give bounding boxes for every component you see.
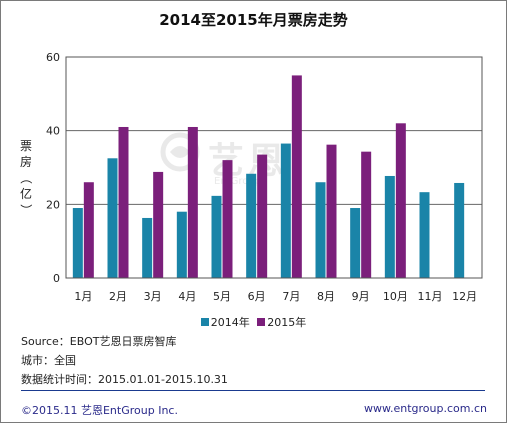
bar-2014-7 [280,143,291,278]
x-tick-label: 12月 [452,290,477,303]
x-tick-label: 10月 [383,290,408,303]
bar-2014-10 [384,175,395,278]
y-tick-label: 60 [46,51,60,64]
legend-item-2015: 2015年 [257,314,306,330]
plot-area [65,56,483,279]
bar-2015-7 [291,75,302,279]
bar-2015-6 [257,154,268,278]
bar-2015-4 [187,126,198,278]
x-tick-label: 7月 [282,290,300,303]
chart-title: 2014至2015年月票房走势 [159,11,348,29]
legend-label-2014: 2014年 [210,316,250,329]
bar-2015-1 [83,182,94,278]
bar-2015-3 [153,171,164,278]
grid-lines [66,130,482,205]
footer-website: www.entgroup.com.cn [364,402,487,415]
bar-2015-10 [395,123,406,278]
period-note: 数据统计时间：2015.01.01-2015.10.31 [21,373,228,386]
legend-swatch-2015 [257,318,266,326]
axes [65,56,483,279]
y-tick-label: 0 [53,272,60,285]
bar-2015-9 [361,151,372,278]
footer-copyright: ©2015.11 艺恩EntGroup Inc. [21,404,178,417]
y-axis-label-char: 房 [20,154,32,169]
y-tick-labels: 0 20 40 60 [46,51,60,285]
bars [72,75,465,279]
watermark-logo: 艺恩 EntGroup [160,132,284,187]
x-tick-label: 9月 [352,290,370,303]
y-axis-label-char: ） [19,204,33,216]
x-tick-label: 5月 [213,290,231,303]
bar-2014-8 [315,182,326,278]
legend-item-2014: 2014年 [200,314,250,330]
bar-2014-11 [419,192,430,278]
watermark-subtext: EntGroup [214,176,262,187]
bar-2014-2 [107,158,118,278]
y-axis-label-char: 亿 [20,186,32,201]
x-tick-label: 2月 [109,290,127,303]
bar-2014-12 [454,182,465,278]
legend: 2014年 2015年 [0,314,507,330]
bar-2014-3 [142,217,153,278]
y-axis-label: 票房 （ 亿 ） [19,139,33,216]
bar-2014-1 [72,208,83,278]
x-tick-label: 8月 [317,290,335,303]
bar-2015-8 [326,144,337,278]
footer-divider [21,390,485,391]
x-tick-label: 11月 [418,290,443,303]
x-tick-labels: 1月 2月 3月 4月 5月 6月 7月 8月 9月 10月 11月 12月 [74,290,477,303]
bar-2015-2 [118,126,129,278]
bar-2014-9 [350,208,361,278]
y-axis-label-char: （ [19,172,33,184]
x-tick-label: 3月 [144,290,162,303]
legend-swatch-2014 [200,318,209,326]
bar-2014-5 [211,195,222,278]
x-tick-label: 6月 [248,290,266,303]
bar-2015-5 [222,160,233,278]
legend-label-2015: 2015年 [267,316,307,329]
watermark-text: 艺恩 [208,141,289,182]
y-tick-label: 40 [46,125,60,138]
source-note: Source：EBOT艺恩日票房智库 [21,335,177,348]
city-note: 城市：全国 [21,354,76,367]
y-axis-label-char: 票 [20,139,32,153]
y-tick-label: 20 [46,198,60,211]
bar-2014-6 [246,173,257,278]
x-tick-label: 4月 [178,290,196,303]
bar-2014-4 [176,211,187,278]
x-tick-label: 1月 [74,290,92,303]
